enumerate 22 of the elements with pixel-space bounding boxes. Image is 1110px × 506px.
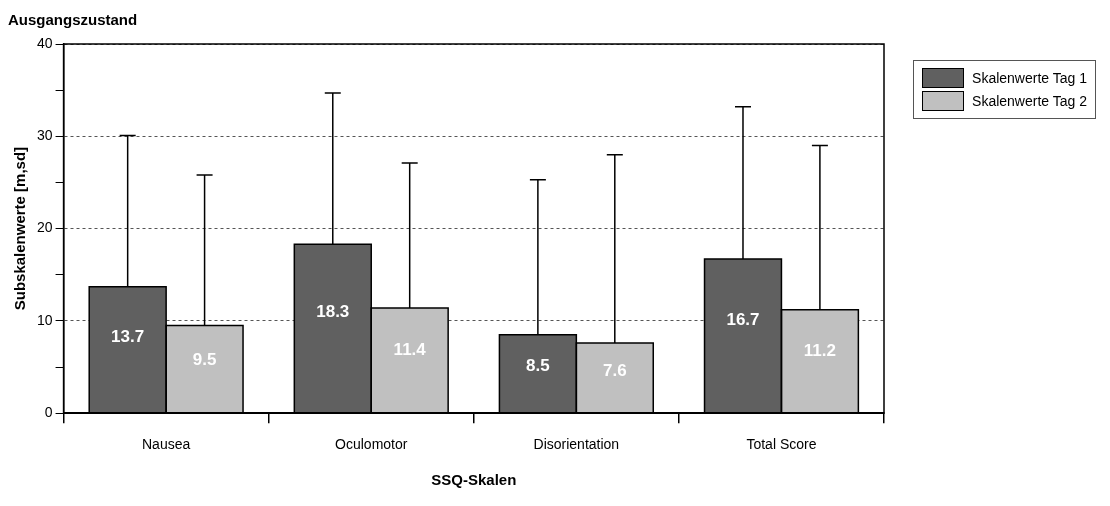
chart-title: Ausgangszustand (8, 11, 138, 29)
legend-label: Skalenwerte Tag 1 (972, 70, 1087, 86)
data-label: 11.2 (803, 340, 836, 360)
y-axis-title: Subskalenwerte [m,sd] (11, 146, 29, 311)
data-label: 7.6 (602, 360, 627, 380)
x-tick-label: Oculomotor (335, 436, 408, 453)
y-tick-label: 10 (36, 311, 53, 328)
y-tick-label: 40 (36, 34, 53, 51)
data-label: 16.7 (726, 310, 760, 330)
y-tick-label: 20 (36, 219, 53, 236)
data-label: 13.7 (111, 327, 145, 347)
y-tick-label: 0 (44, 404, 53, 421)
legend-label: Skalenwerte Tag 2 (972, 93, 1087, 109)
x-axis-title: SSQ-Skalen (431, 471, 517, 489)
data-label: 18.3 (316, 301, 350, 321)
y-tick-label: 30 (36, 127, 53, 144)
data-label: 8.5 (526, 355, 550, 375)
x-tick-label: Nausea (141, 436, 191, 453)
x-tick-label: Total Score (746, 436, 817, 453)
data-label: 9.5 (192, 350, 217, 370)
x-tick-label: Disorientation (533, 436, 620, 453)
data-label: 11.4 (393, 339, 427, 359)
